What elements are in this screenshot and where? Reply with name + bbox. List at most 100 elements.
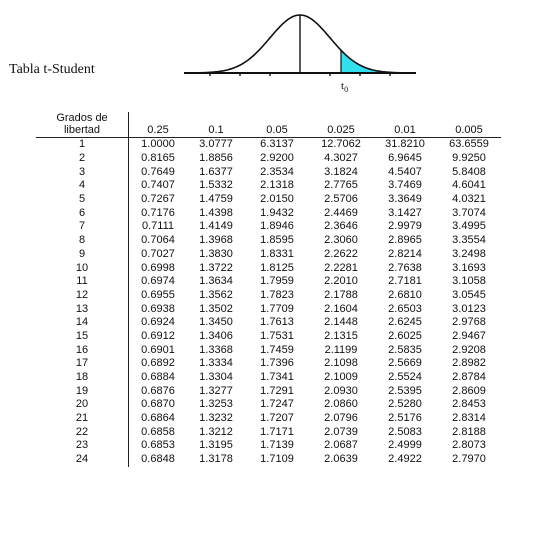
table-row: 21 0.6864 1.3232 1.7207 2.0796 2.5176 2.8314 <box>36 411 501 426</box>
value-cell: 6.9645 <box>388 152 422 165</box>
value-cell: 0.6938 <box>141 302 175 315</box>
value-cell: 2.9768 <box>452 316 486 329</box>
value-cell: 1.3334 <box>199 357 233 370</box>
value-cell: 2.4469 <box>324 206 358 219</box>
alpha-header: 0.25 <box>128 112 187 138</box>
value-cell: 0.6924 <box>141 316 175 329</box>
alpha-header: 0.05 <box>245 112 309 138</box>
value-cell: 1.7396 <box>260 357 294 370</box>
value-cell: 4.6041 <box>452 179 486 192</box>
value-cell: 3.0777 <box>199 138 233 151</box>
value-cell: 1.7139 <box>260 439 294 452</box>
value-cell: 2.0639 <box>324 453 358 466</box>
value-cell: 0.6858 <box>141 425 175 438</box>
table-row: 15 0.6912 1.3406 1.7531 2.1315 2.6025 2.9467 <box>36 329 501 344</box>
value-cell: 1.3212 <box>199 425 233 438</box>
value-cell: 31.8210 <box>385 138 425 151</box>
value-cell: 1.7171 <box>260 425 294 438</box>
value-cell: 2.5835 <box>388 343 422 356</box>
value-cell: 4.5407 <box>388 165 422 178</box>
t-student-table: Grados de libertad 0.25 0.1 0.05 0.025 0… <box>36 112 501 467</box>
value-cell: 1.7459 <box>260 343 294 356</box>
table-row: 4 0.7407 1.5332 2.1318 2.7765 3.7469 4.6041 <box>36 179 501 193</box>
table-row: 7 0.7111 1.4149 1.8946 2.3646 2.9979 3.4995 <box>36 220 501 234</box>
value-cell: 3.3554 <box>452 234 486 247</box>
value-cell: 2.1199 <box>324 343 358 356</box>
table-row: 17 0.6892 1.3334 1.7396 2.1098 2.5669 2.8982 <box>36 357 501 371</box>
value-cell: 1.3277 <box>199 384 233 397</box>
df-cell: 24 <box>36 452 129 467</box>
table-row: 22 0.6858 1.3212 1.7171 2.0739 2.5083 2.8188 <box>36 425 501 440</box>
value-cell: 2.0930 <box>324 384 358 397</box>
value-cell: 1.0000 <box>141 138 175 151</box>
value-cell: 0.6853 <box>141 439 175 452</box>
df-cell: 11 <box>36 274 129 289</box>
value-cell: 2.6503 <box>388 302 422 315</box>
value-cell: 2.5083 <box>388 425 422 438</box>
upper-tail-shaded-area <box>341 50 416 73</box>
table-row: 5 0.7267 1.4759 2.0150 2.5706 3.3649 4.0321 <box>36 192 501 207</box>
value-cell: 2.4922 <box>388 453 422 466</box>
value-cell: 0.7649 <box>141 165 175 178</box>
value-cell: 0.6998 <box>141 261 175 274</box>
value-cell: 2.1318 <box>260 179 294 192</box>
value-cell: 1.7207 <box>260 412 294 425</box>
value-cell: 2.8214 <box>388 247 422 260</box>
value-cell: 1.8125 <box>260 261 294 274</box>
df-header-line1: Grados de <box>56 112 108 124</box>
df-cell: 4 <box>36 179 129 193</box>
value-cell: 1.9432 <box>260 206 294 219</box>
value-cell: 1.3830 <box>199 247 233 260</box>
value-cell: 2.8965 <box>388 234 422 247</box>
value-cell: 6.3137 <box>260 138 294 151</box>
value-cell: 3.1058 <box>452 275 486 288</box>
value-cell: 2.5395 <box>388 384 422 397</box>
table-row: 9 0.7027 1.3830 1.8331 2.2622 2.8214 3.2498 <box>36 247 501 262</box>
value-cell: 2.5669 <box>388 357 422 370</box>
table-header-row: Grados de libertad 0.25 0.1 0.05 0.025 0… <box>36 112 501 138</box>
value-cell: 3.1824 <box>324 165 358 178</box>
value-cell: 2.8982 <box>452 357 486 370</box>
value-cell: 0.6974 <box>141 275 175 288</box>
df-cell: 2 <box>36 151 129 166</box>
table-row: 23 0.6853 1.3195 1.7139 2.0687 2.4999 2.8073 <box>36 439 501 453</box>
df-cell: 13 <box>36 302 129 316</box>
table-row: 8 0.7064 1.3968 1.8595 2.3060 2.8965 3.3554 <box>36 233 501 248</box>
value-cell: 1.3178 <box>199 453 233 466</box>
value-cell: 2.0150 <box>260 193 294 206</box>
table-row: 13 0.6938 1.3502 1.7709 2.1604 2.6503 3.0123 <box>36 302 501 316</box>
value-cell: 1.8946 <box>260 220 294 233</box>
value-cell: 1.7341 <box>260 371 294 384</box>
value-cell: 3.1427 <box>388 206 422 219</box>
value-cell: 9.9250 <box>452 152 486 165</box>
value-cell: 2.0860 <box>324 398 358 411</box>
value-cell: 3.2498 <box>452 247 486 260</box>
value-cell: 2.6245 <box>388 316 422 329</box>
value-cell: 2.5524 <box>388 371 422 384</box>
df-cell: 10 <box>36 261 129 275</box>
value-cell: 0.6848 <box>141 453 175 466</box>
value-cell: 0.6912 <box>141 329 175 342</box>
value-cell: 3.3649 <box>388 193 422 206</box>
df-cell: 19 <box>36 384 129 399</box>
value-cell: 2.3534 <box>260 165 294 178</box>
value-cell: 1.3968 <box>199 234 233 247</box>
value-cell: 1.3195 <box>199 439 233 452</box>
value-cell: 0.7027 <box>141 247 175 260</box>
value-cell: 1.7959 <box>260 275 294 288</box>
value-cell: 3.1693 <box>452 261 486 274</box>
value-cell: 2.0687 <box>324 439 358 452</box>
value-cell: 0.7267 <box>141 193 175 206</box>
value-cell: 2.9979 <box>388 220 422 233</box>
value-cell: 1.8856 <box>199 152 233 165</box>
df-cell: 12 <box>36 288 129 303</box>
value-cell: 2.6810 <box>388 288 422 301</box>
value-cell: 2.2281 <box>324 261 358 274</box>
df-cell: 14 <box>36 315 129 330</box>
value-cell: 2.6025 <box>388 329 422 342</box>
value-cell: 0.6955 <box>141 288 175 301</box>
value-cell: 2.1788 <box>324 288 358 301</box>
table-row: 14 0.6924 1.3450 1.7613 2.1448 2.6245 2.9768 <box>36 315 501 330</box>
value-cell: 1.4398 <box>199 206 233 219</box>
table-row: 24 0.6848 1.3178 1.7109 2.0639 2.4922 2.7970 <box>36 452 501 467</box>
